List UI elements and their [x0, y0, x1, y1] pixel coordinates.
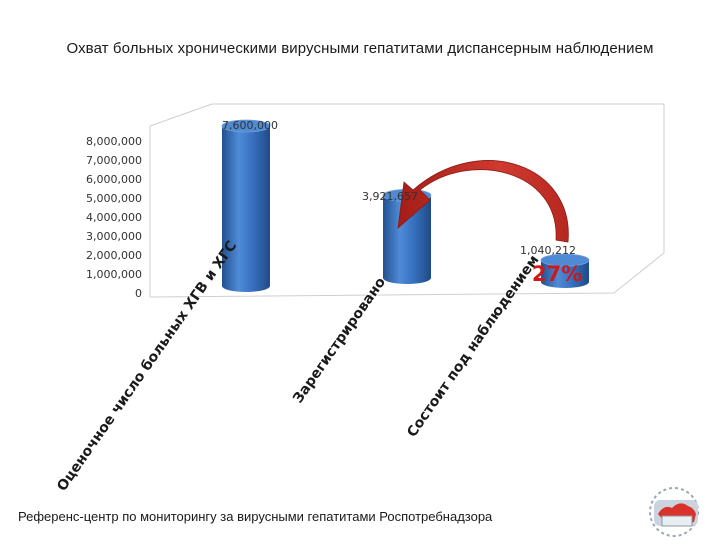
data-label: 3,921,657	[362, 190, 418, 203]
y-tick-label: 8,000,000	[86, 135, 142, 148]
data-label: 7,600,000	[222, 119, 278, 132]
y-tick-label: 5,000,000	[86, 192, 142, 205]
y-tick-label: 2,000,000	[86, 249, 142, 262]
curved-arrow-shape	[397, 160, 569, 243]
y-tick-label: 0	[135, 287, 142, 300]
y-tick-label: 6,000,000	[86, 173, 142, 186]
data-labels: 7,600,000 3,921,657 1,040,212 27%	[222, 119, 582, 286]
y-axis-ticks: 0 1,000,000 2,000,000 3,000,000 4,000,000 5,0…	[86, 135, 142, 300]
bar-top	[540, 253, 590, 267]
virus-map-logo-icon	[649, 487, 699, 537]
chart-title: Охват больных хроническими вирусными геп…	[66, 40, 654, 57]
bar-body	[222, 126, 270, 292]
y-tick-label: 7,000,000	[86, 154, 142, 167]
y-tick-label: 4,000,000	[86, 211, 142, 224]
bar	[540, 253, 590, 288]
footer-text: Референс-центр по мониторингу за вирусны…	[18, 509, 493, 524]
category-label: Оценочное число больных ХГВ и ХГС	[54, 238, 240, 494]
bar	[221, 119, 271, 292]
percent-annotation: 27%	[532, 262, 582, 286]
data-label: 1,040,212	[520, 244, 576, 257]
bar-top	[221, 119, 271, 133]
y-tick-label: 1,000,000	[86, 268, 142, 281]
back-wall-left	[149, 103, 213, 297]
curved-arrow	[397, 160, 569, 243]
category-label: Зарегистрировано	[290, 274, 389, 406]
plot-frame	[149, 103, 665, 298]
back-wall	[149, 103, 665, 298]
bar-body	[383, 195, 431, 284]
y-tick-label: 3,000,000	[86, 230, 142, 243]
bar-body	[541, 260, 589, 288]
